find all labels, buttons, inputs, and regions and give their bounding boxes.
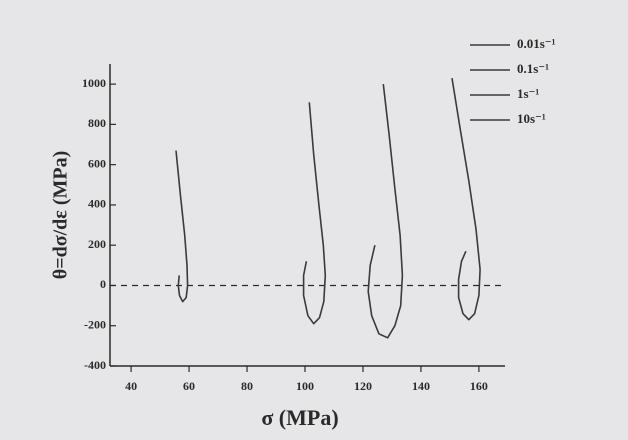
y-tick-label: 600 (88, 156, 106, 170)
y-tick-label: 800 (88, 116, 106, 130)
y-axis-label: θ=dσ/dε (MPa) (50, 151, 72, 279)
legend-label: 1s⁻¹ (517, 86, 539, 101)
y-tick-label: -400 (84, 358, 106, 372)
series-line (175, 150, 189, 303)
x-tick-label: 80 (241, 379, 253, 393)
y-tick-label: 0 (100, 277, 106, 291)
x-tick-label: 160 (470, 379, 488, 393)
y-tick-label: -200 (84, 317, 106, 331)
y-tick-label: 1000 (82, 76, 106, 90)
x-tick-label: 40 (125, 379, 137, 393)
x-tick-label: 60 (183, 379, 195, 393)
x-tick-label: 120 (354, 379, 372, 393)
series-line (302, 102, 327, 325)
legend-label: 10s⁻¹ (517, 111, 546, 126)
x-tick-label: 140 (412, 379, 430, 393)
legend-label: 0.01s⁻¹ (517, 36, 556, 51)
y-tick-label: 200 (88, 237, 106, 251)
series-line (451, 77, 481, 321)
y-tick-label: 400 (88, 197, 106, 211)
series-line (367, 84, 404, 339)
x-tick-label: 100 (296, 379, 314, 393)
x-axis-label: σ (MPa) (261, 405, 338, 430)
legend-label: 0.1s⁻¹ (517, 61, 549, 76)
